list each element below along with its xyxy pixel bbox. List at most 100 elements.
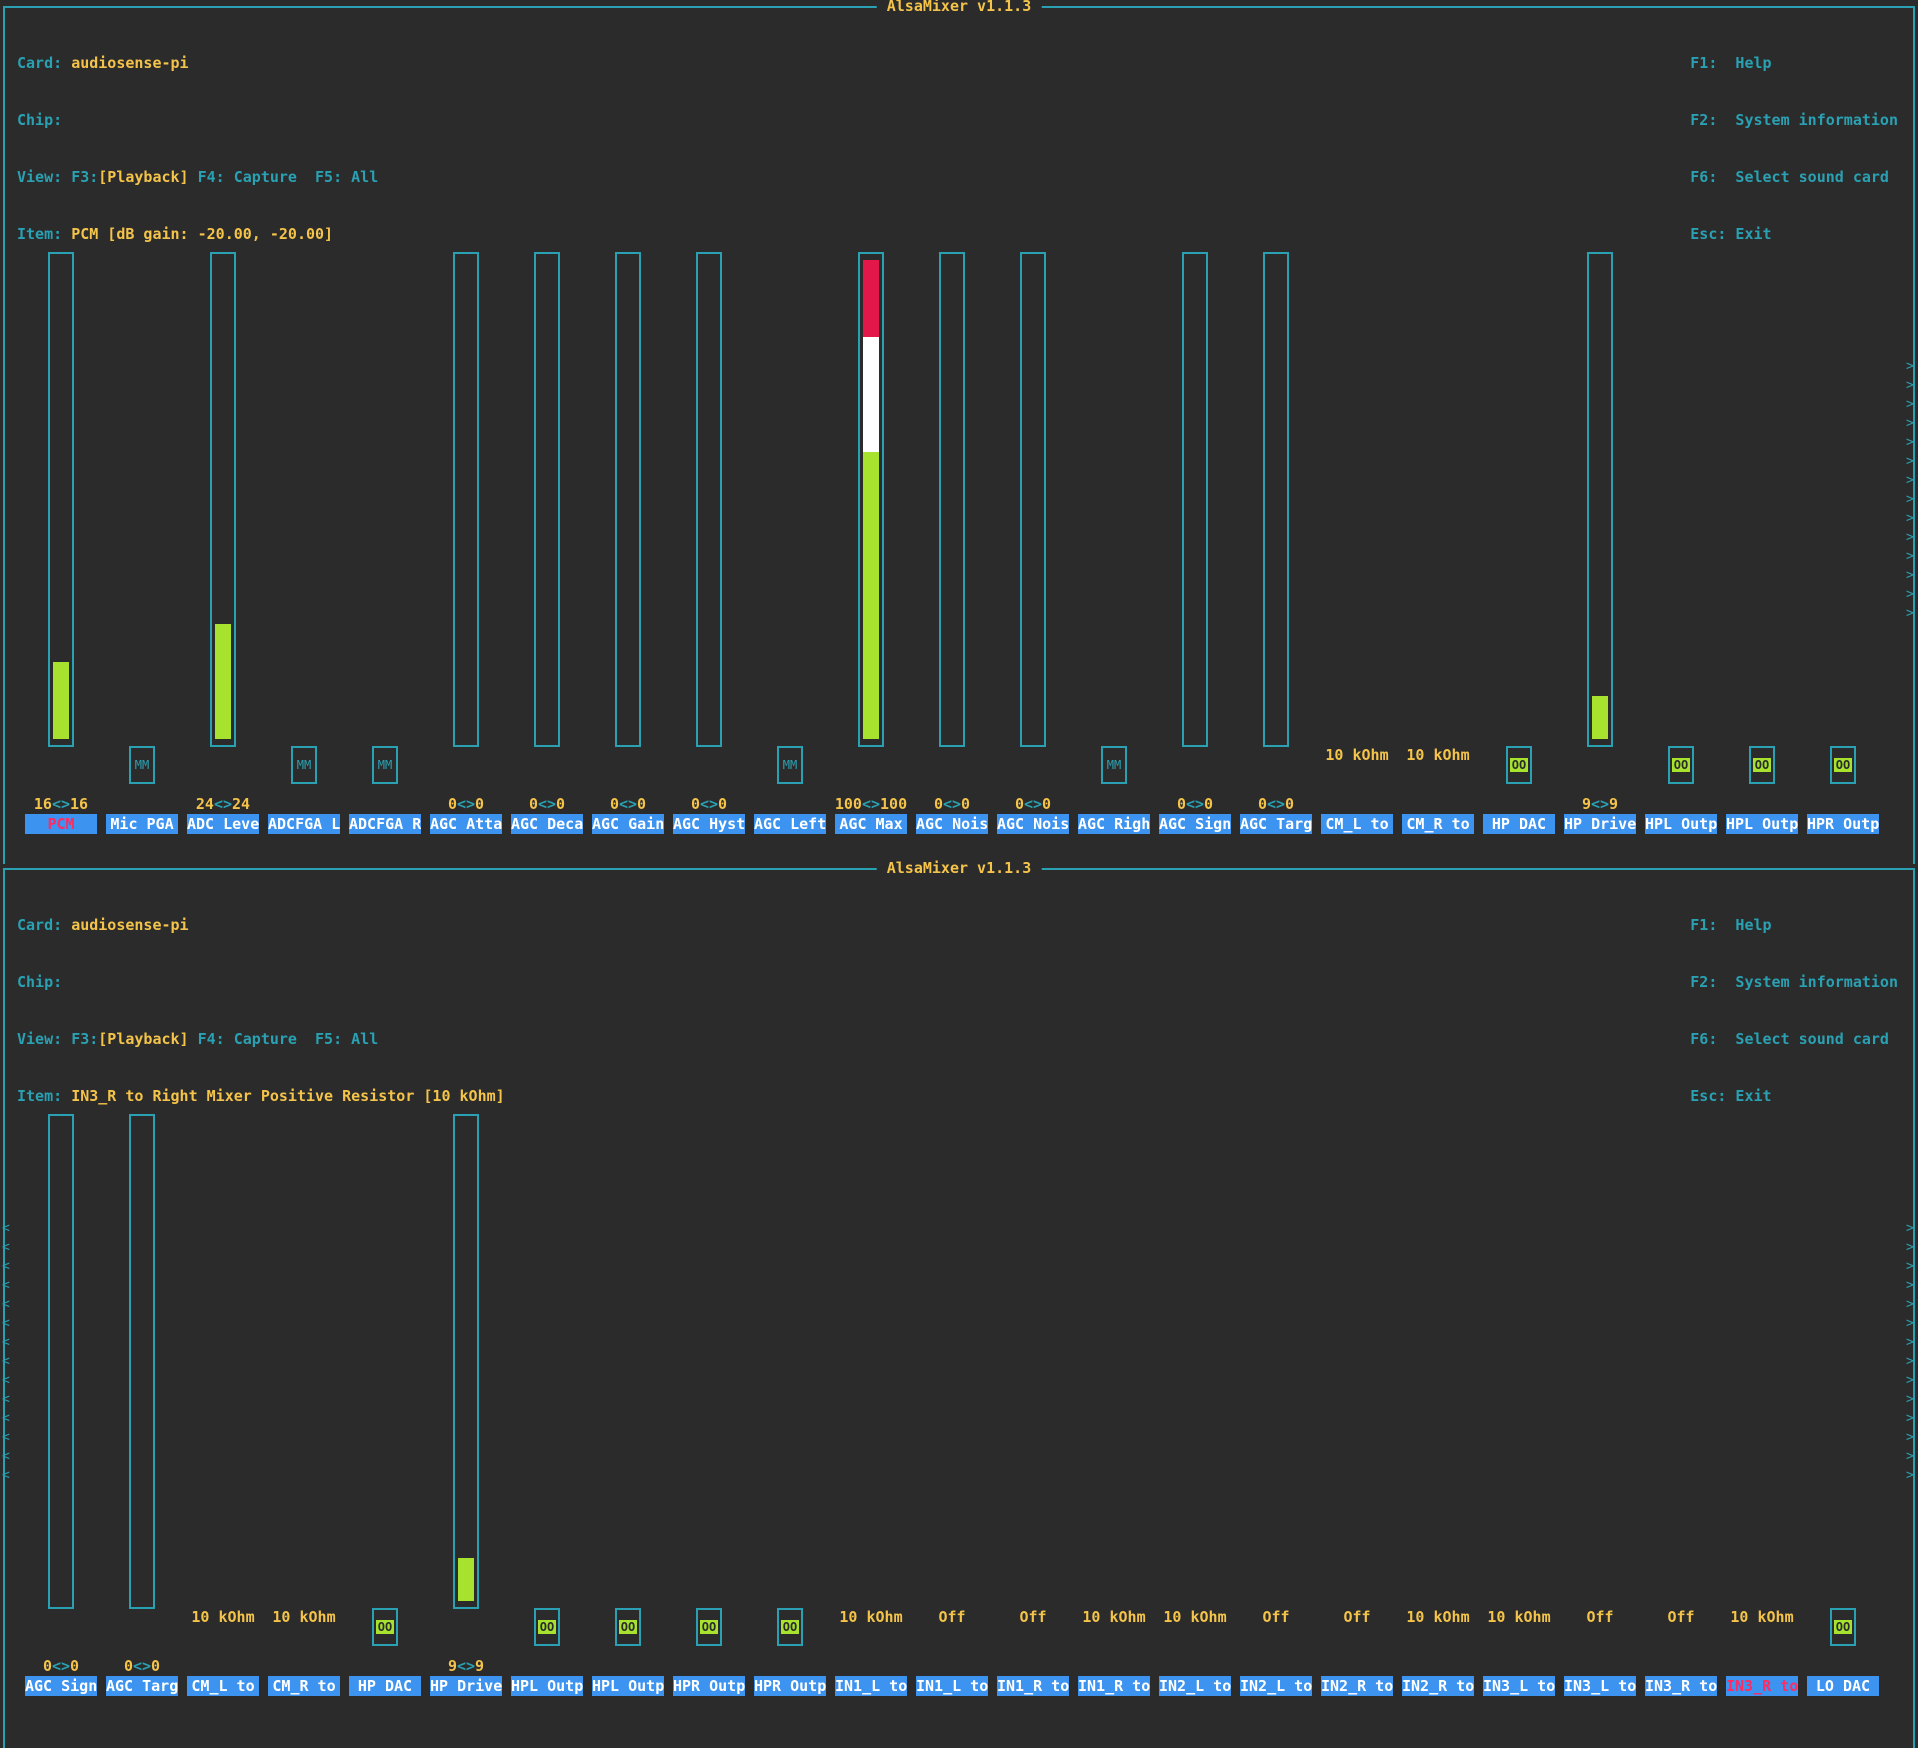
volume-slider[interactable] bbox=[1263, 252, 1289, 747]
control-label[interactable]: IN2_L to bbox=[1240, 1676, 1312, 1696]
mute-toggle[interactable]: MM bbox=[1101, 746, 1127, 784]
mute-toggle[interactable]: OO bbox=[372, 1608, 398, 1646]
control-label[interactable]: AGC Gain bbox=[592, 814, 664, 834]
mute-toggle[interactable]: MM bbox=[372, 746, 398, 784]
volume-slider[interactable] bbox=[615, 252, 641, 747]
mute-toggle[interactable]: MM bbox=[777, 746, 803, 784]
mute-toggle[interactable]: MM bbox=[291, 746, 317, 784]
control-label[interactable]: AGC Targ bbox=[1240, 814, 1312, 834]
volume-slider[interactable] bbox=[453, 252, 479, 747]
control-label[interactable]: AGC Targ bbox=[106, 1676, 178, 1696]
control-label[interactable]: IN1_L to bbox=[835, 1676, 907, 1696]
enum-value[interactable]: Off bbox=[1586, 1608, 1614, 1626]
volume-slider[interactable] bbox=[210, 252, 236, 747]
control-label[interactable]: IN3_L to bbox=[1483, 1676, 1555, 1696]
volume-slider[interactable] bbox=[939, 252, 965, 747]
mute-toggle[interactable]: OO bbox=[1749, 746, 1775, 784]
scroll-right-arrows[interactable]: > > > > > > > > > > > > > > bbox=[1906, 359, 1914, 621]
control-label[interactable]: AGC Left bbox=[754, 814, 826, 834]
enum-value[interactable]: 10 kOhm bbox=[1730, 1608, 1794, 1626]
view-all[interactable]: F5: All bbox=[315, 168, 379, 186]
key-f1[interactable]: F1: Help bbox=[1690, 54, 1772, 72]
control-label[interactable]: HP Drive bbox=[1564, 814, 1636, 834]
enum-value[interactable]: Off bbox=[1262, 1608, 1290, 1626]
control-label[interactable]: HPL Outp bbox=[511, 1676, 583, 1696]
control-label[interactable]: HP Drive bbox=[430, 1676, 502, 1696]
enum-value[interactable]: Off bbox=[1667, 1608, 1695, 1626]
enum-value[interactable]: 10 kOhm bbox=[1406, 1608, 1470, 1626]
control-label[interactable]: ADCFGA L bbox=[268, 814, 340, 834]
control-label[interactable]: HP DAC bbox=[1483, 814, 1555, 834]
key-f2[interactable]: F2: System information bbox=[1690, 111, 1898, 129]
key-f1[interactable]: F1: Help bbox=[1690, 916, 1772, 934]
control-label[interactable]: IN1_L to bbox=[916, 1676, 988, 1696]
control-label[interactable]: AGC Nois bbox=[916, 814, 988, 834]
enum-value[interactable]: Off bbox=[938, 1608, 966, 1626]
control-label[interactable]: CM_R to bbox=[268, 1676, 340, 1696]
volume-slider[interactable] bbox=[48, 252, 74, 747]
key-f2[interactable]: F2: System information bbox=[1690, 973, 1898, 991]
control-label[interactable]: IN2_R to bbox=[1321, 1676, 1393, 1696]
enum-value[interactable]: 10 kOhm bbox=[1325, 746, 1389, 764]
view-capture[interactable]: F4: Capture bbox=[197, 168, 297, 186]
control-label[interactable]: AGC Atta bbox=[430, 814, 502, 834]
scroll-right-arrows[interactable]: > > > > > > > > > > > > > > bbox=[1906, 1221, 1914, 1483]
control-label[interactable]: AGC Righ bbox=[1078, 814, 1150, 834]
control-label[interactable]: CM_L to bbox=[1321, 814, 1393, 834]
enum-value[interactable]: 10 kOhm bbox=[1406, 746, 1470, 764]
control-label[interactable]: IN3_L to bbox=[1564, 1676, 1636, 1696]
view-playback[interactable]: [Playback] bbox=[98, 1030, 189, 1048]
enum-value[interactable]: 10 kOhm bbox=[272, 1608, 336, 1626]
volume-slider[interactable] bbox=[696, 252, 722, 747]
control-label[interactable]: HPR Outp bbox=[1807, 814, 1879, 834]
key-esc[interactable]: Esc: Exit bbox=[1690, 225, 1772, 243]
mute-toggle[interactable]: OO bbox=[777, 1608, 803, 1646]
control-label[interactable]: CM_L to bbox=[187, 1676, 259, 1696]
volume-slider[interactable] bbox=[129, 1114, 155, 1609]
control-label[interactable]: AGC Max bbox=[835, 814, 907, 834]
view-playback[interactable]: [Playback] bbox=[98, 168, 189, 186]
control-label[interactable]: AGC Nois bbox=[997, 814, 1069, 834]
control-label[interactable]: PCM bbox=[25, 814, 97, 834]
view-all[interactable]: F5: All bbox=[315, 1030, 379, 1048]
mute-toggle[interactable]: MM bbox=[129, 746, 155, 784]
control-label[interactable]: HPR Outp bbox=[673, 1676, 745, 1696]
control-label[interactable]: IN2_R to bbox=[1402, 1676, 1474, 1696]
control-label[interactable]: HPL Outp bbox=[1726, 814, 1798, 834]
mute-toggle[interactable]: OO bbox=[534, 1608, 560, 1646]
enum-value[interactable]: 10 kOhm bbox=[1163, 1608, 1227, 1626]
enum-value[interactable]: 10 kOhm bbox=[191, 1608, 255, 1626]
mute-toggle[interactable]: OO bbox=[696, 1608, 722, 1646]
mute-toggle[interactable]: OO bbox=[615, 1608, 641, 1646]
control-label[interactable]: CM_R to bbox=[1402, 814, 1474, 834]
control-label[interactable]: ADCFGA R bbox=[349, 814, 421, 834]
control-label[interactable]: HPR Outp bbox=[754, 1676, 826, 1696]
control-label[interactable]: IN1_R to bbox=[1078, 1676, 1150, 1696]
control-label[interactable]: IN3_R to bbox=[1645, 1676, 1717, 1696]
control-label[interactable]: AGC Hyst bbox=[673, 814, 745, 834]
enum-value[interactable]: 10 kOhm bbox=[1082, 1608, 1146, 1626]
control-label[interactable]: Mic PGA bbox=[106, 814, 178, 834]
control-label[interactable]: IN1_R to bbox=[997, 1676, 1069, 1696]
control-label[interactable]: AGC Sign bbox=[1159, 814, 1231, 834]
volume-slider[interactable] bbox=[1182, 252, 1208, 747]
enum-value[interactable]: Off bbox=[1019, 1608, 1047, 1626]
key-esc[interactable]: Esc: Exit bbox=[1690, 1087, 1772, 1105]
enum-value[interactable]: 10 kOhm bbox=[1487, 1608, 1551, 1626]
mute-toggle[interactable]: OO bbox=[1830, 1608, 1856, 1646]
control-label[interactable]: AGC Sign bbox=[25, 1676, 97, 1696]
volume-slider[interactable] bbox=[453, 1114, 479, 1609]
enum-value[interactable]: 10 kOhm bbox=[839, 1608, 903, 1626]
control-label[interactable]: IN3_R to bbox=[1726, 1676, 1798, 1696]
control-label[interactable]: HPL Outp bbox=[1645, 814, 1717, 834]
volume-slider[interactable] bbox=[1587, 252, 1613, 747]
volume-slider[interactable] bbox=[534, 252, 560, 747]
control-label[interactable]: ADC Leve bbox=[187, 814, 259, 834]
volume-slider[interactable] bbox=[858, 252, 884, 747]
key-f6[interactable]: F6: Select sound card bbox=[1690, 168, 1889, 186]
mute-toggle[interactable]: OO bbox=[1506, 746, 1532, 784]
volume-slider[interactable] bbox=[1020, 252, 1046, 747]
control-label[interactable]: AGC Deca bbox=[511, 814, 583, 834]
control-label[interactable]: LO DAC bbox=[1807, 1676, 1879, 1696]
control-label[interactable]: HPL Outp bbox=[592, 1676, 664, 1696]
